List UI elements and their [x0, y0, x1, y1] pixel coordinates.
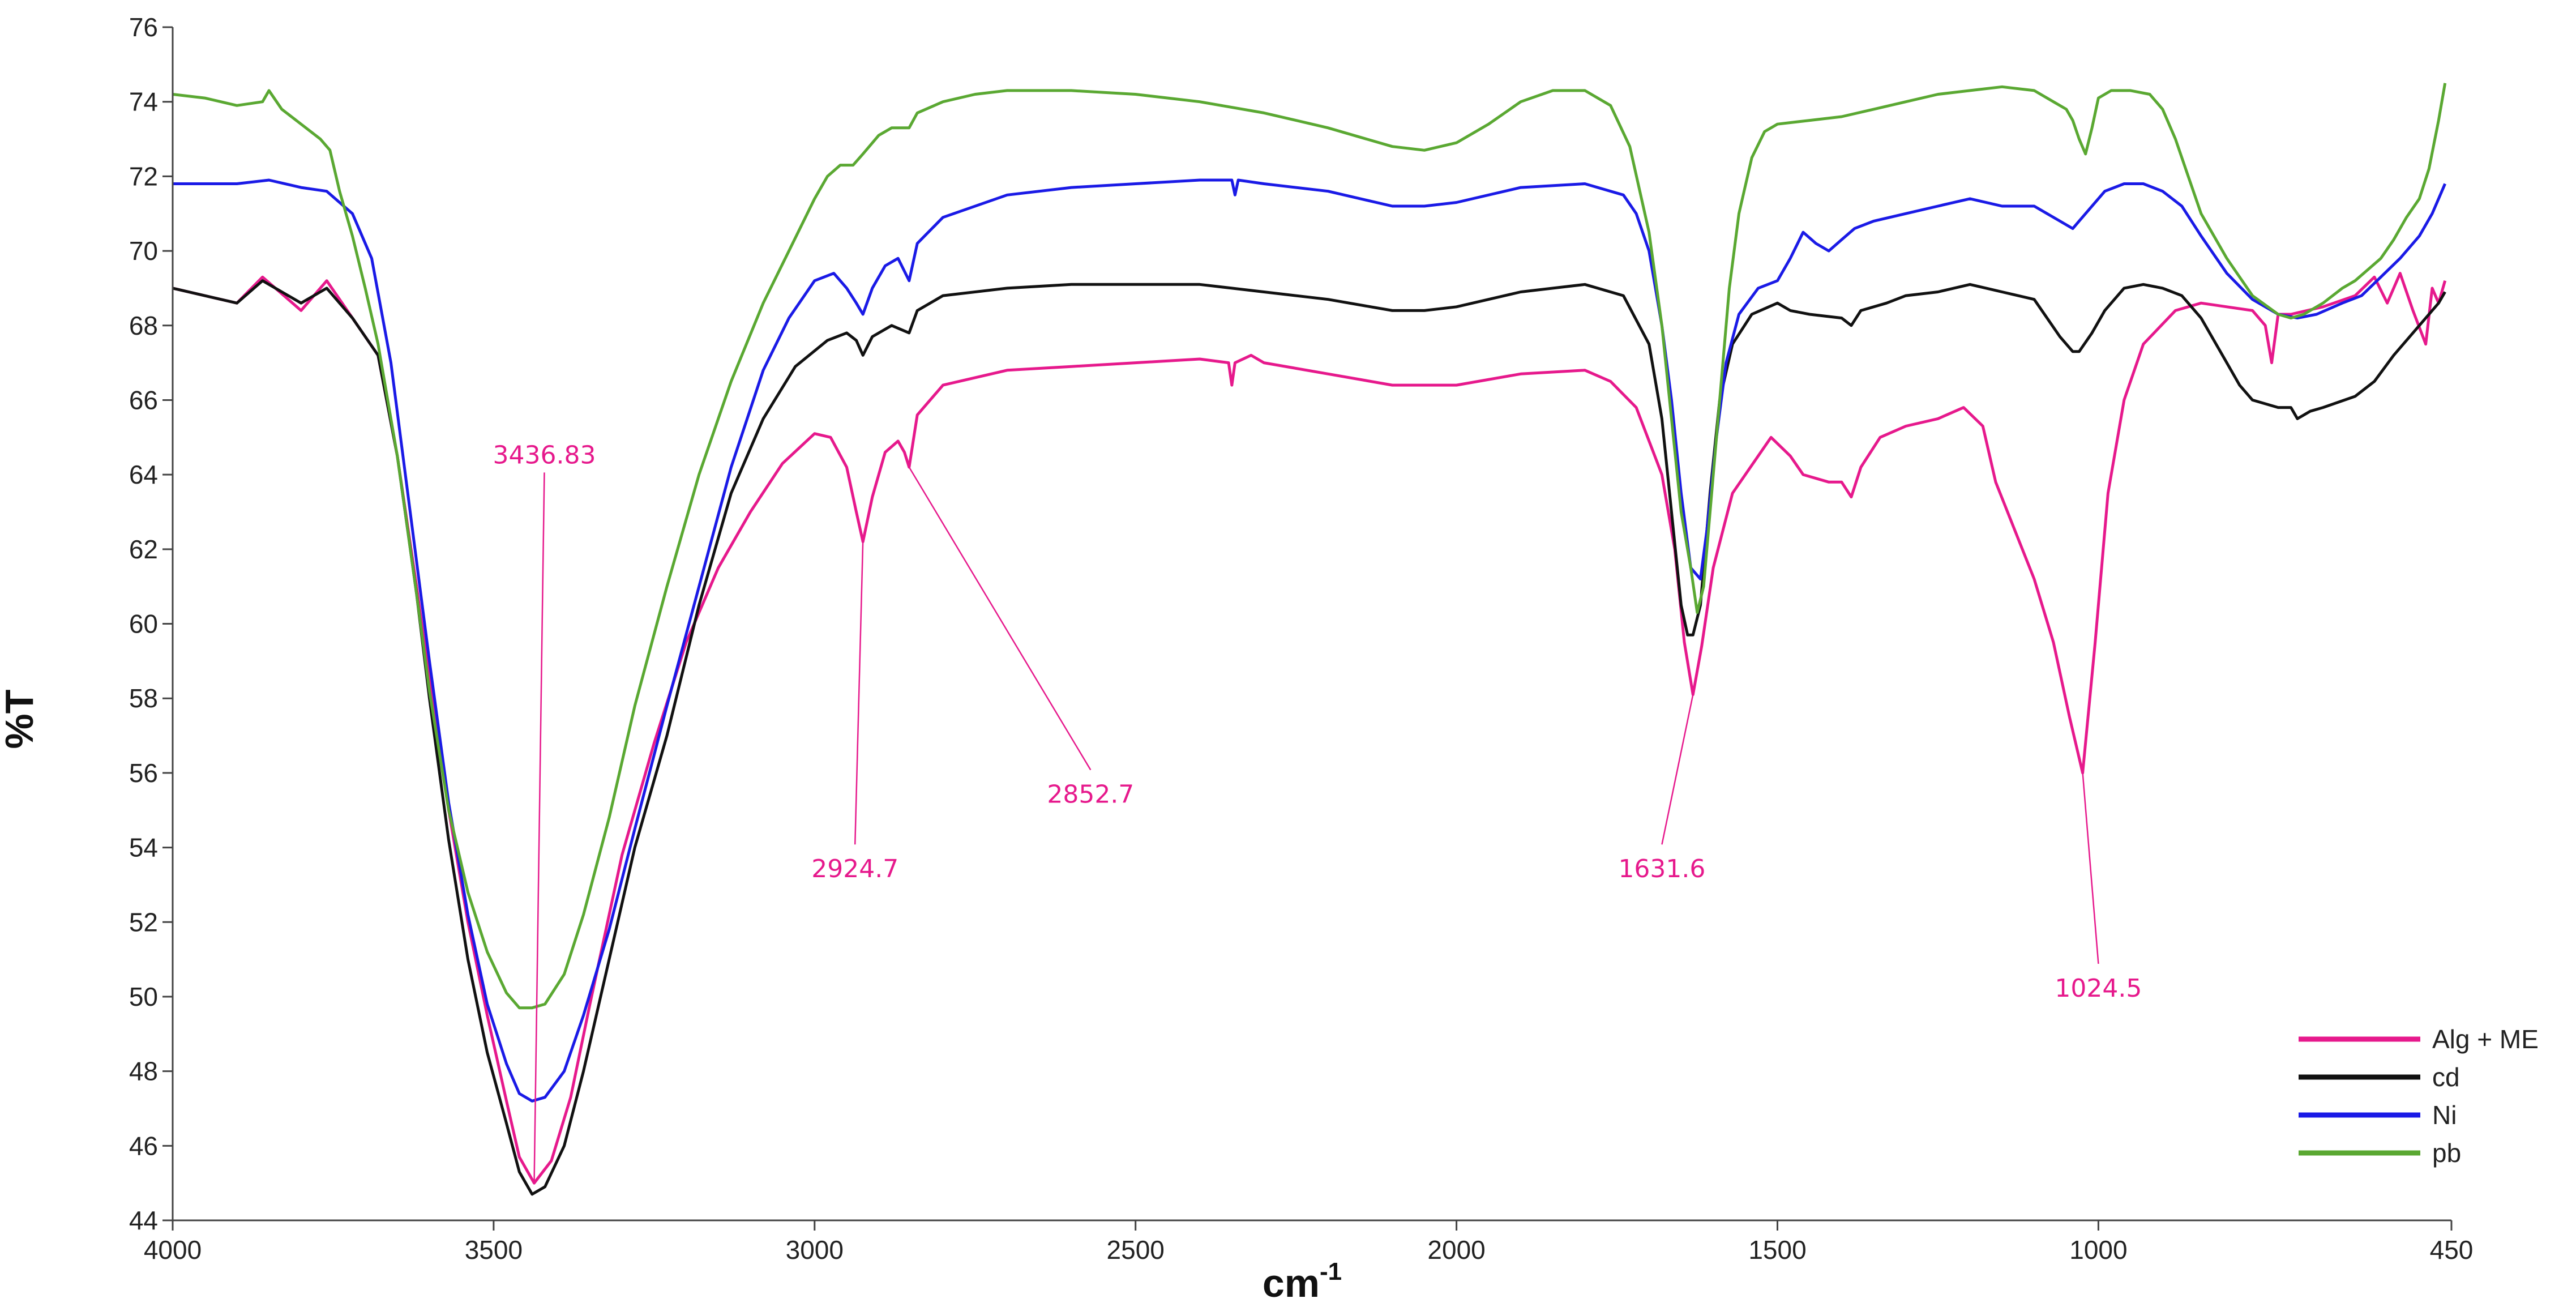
- peak-label: 1631.6: [1618, 855, 1705, 883]
- y-tick-label: 44: [129, 1206, 158, 1235]
- y-tick-label: 58: [129, 684, 158, 713]
- y-tick-label: 62: [129, 535, 158, 564]
- y-axis-title: %T: [0, 690, 41, 749]
- y-tick-label: 52: [129, 907, 158, 937]
- peak-leader-line: [533, 472, 545, 1184]
- y-tick-label: 50: [129, 982, 158, 1011]
- legend-label: pb: [2432, 1138, 2461, 1168]
- y-tick-label: 70: [129, 236, 158, 266]
- series-line-cd: [172, 279, 2446, 1196]
- x-tick-label: 3000: [786, 1235, 844, 1265]
- y-tick-label: 64: [129, 460, 158, 489]
- x-tick-label: 4000: [144, 1235, 202, 1265]
- chart-legend: Alg + ME cd Ni pb: [2299, 1024, 2539, 1168]
- y-tick-label: 68: [129, 311, 158, 340]
- x-tick-label: 2000: [1427, 1235, 1485, 1265]
- series-line-alg-me: [172, 272, 2447, 1185]
- y-tick-label: 72: [129, 161, 158, 191]
- x-axis-title: cm-1: [1263, 1258, 1342, 1305]
- legend-label: Ni: [2432, 1100, 2457, 1130]
- x-tick-label: 3500: [465, 1235, 523, 1265]
- x-tick-label: 1000: [2069, 1235, 2127, 1265]
- legend-label: cd: [2432, 1062, 2460, 1092]
- series-line-ni: [173, 178, 2446, 1103]
- chart-axes: 44 46 48 50 52 54 56 58 60 62 64 66 68 70 72 74 76 4000 35…: [129, 12, 2474, 1265]
- y-tick-label: 74: [129, 87, 158, 117]
- chart-series-layer: [172, 83, 2447, 1196]
- peak-label: 2852.7: [1047, 780, 1134, 809]
- x-tick-label: 1500: [1748, 1235, 1806, 1265]
- peak-leader-line: [1661, 694, 1694, 845]
- legend-label: Alg + ME: [2432, 1024, 2539, 1054]
- y-tick-label: 56: [129, 758, 158, 788]
- x-axis-title-superscript: -1: [1320, 1258, 1342, 1285]
- peak-label: 2924.7: [811, 855, 898, 883]
- y-tick-label: 54: [129, 833, 158, 862]
- y-tick-label: 60: [129, 609, 158, 639]
- y-tick-label: 46: [129, 1131, 158, 1160]
- x-tick-label: 2500: [1107, 1235, 1165, 1265]
- y-tick-label: 66: [129, 385, 158, 415]
- series-line-pb: [172, 83, 2447, 1010]
- x-tick-label: 450: [2430, 1235, 2474, 1265]
- peak-label: 3436.83: [493, 441, 596, 469]
- peak-label: 1024.5: [2055, 974, 2142, 1003]
- peak-leader-line: [908, 467, 1092, 771]
- y-tick-label: 76: [129, 12, 158, 42]
- chart-annotation-layer: 3436.83 2924.7 2852.7 1631.6 1024.5: [493, 441, 2142, 1184]
- peak-leader-line: [854, 541, 864, 845]
- peak-leader-line: [2082, 772, 2099, 964]
- y-tick-label: 48: [129, 1057, 158, 1086]
- x-axis-title-main: cm: [1263, 1261, 1320, 1305]
